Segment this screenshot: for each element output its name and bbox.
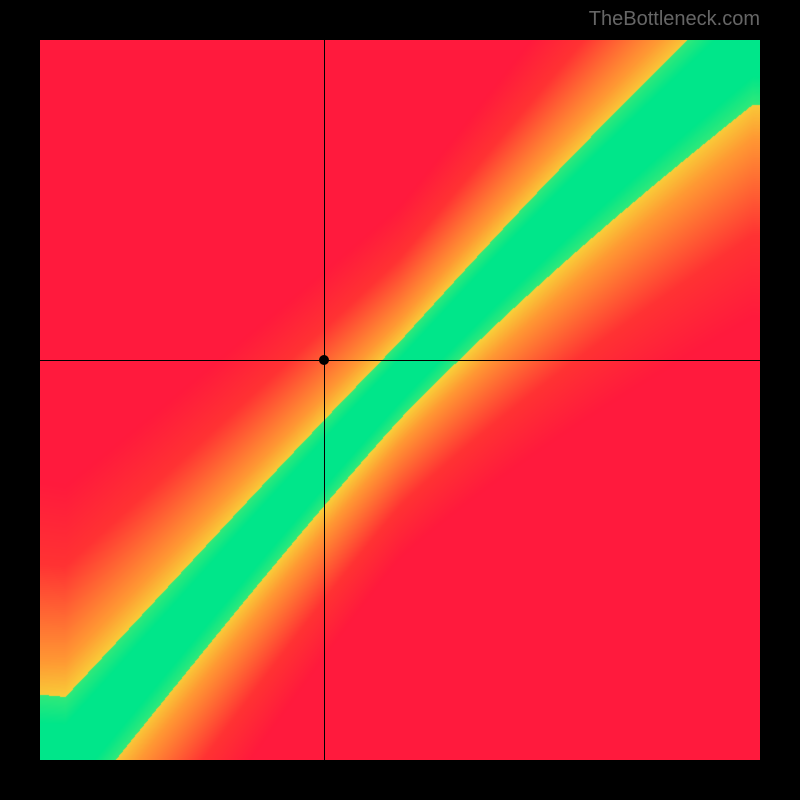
- crosshair-vertical: [324, 40, 325, 760]
- heatmap-canvas: [40, 40, 760, 760]
- watermark-text: TheBottleneck.com: [589, 8, 760, 31]
- heatmap-plot-area: [40, 40, 760, 760]
- crosshair-horizontal: [40, 360, 760, 361]
- crosshair-marker: [319, 355, 329, 365]
